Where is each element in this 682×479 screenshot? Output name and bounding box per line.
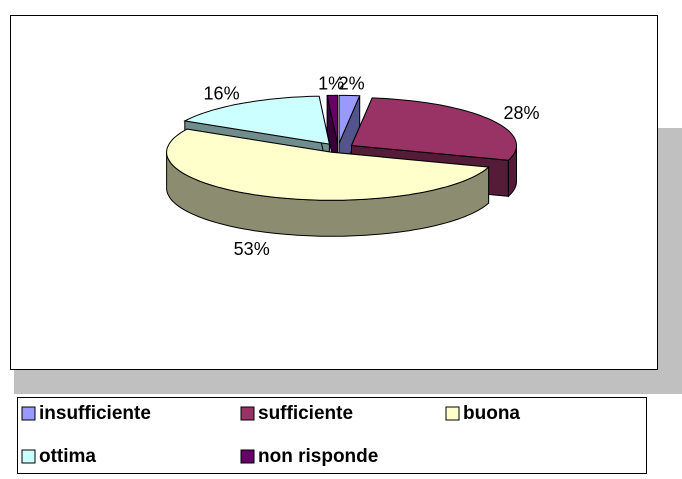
legend-swatch — [240, 406, 255, 421]
slice — [350, 97, 517, 161]
legend-items: insufficiente sufficiente buona ottima non r… — [21, 403, 520, 467]
data-label: 53% — [234, 239, 270, 259]
slice — [338, 94, 361, 144]
legend-label: insufficiente — [39, 403, 151, 424]
data-label: 1% — [318, 74, 344, 94]
legend-swatch — [240, 449, 255, 464]
legend-label: non risponde — [258, 446, 378, 467]
legend-label: sufficiente — [258, 403, 353, 424]
legend-swatch — [21, 406, 36, 421]
slice — [183, 95, 331, 145]
pie: 2% 28% 53% 16% 1% — [166, 74, 539, 259]
slice — [166, 128, 490, 201]
data-label: 28% — [503, 103, 539, 123]
legend-label: buona — [463, 403, 520, 424]
slice — [326, 94, 338, 144]
legend-swatch — [21, 449, 36, 464]
data-label: 2% — [339, 74, 365, 94]
legend-swatch — [445, 406, 460, 421]
data-label: 16% — [204, 83, 240, 103]
legend-label: ottima — [39, 446, 96, 467]
legend — [17, 397, 647, 474]
